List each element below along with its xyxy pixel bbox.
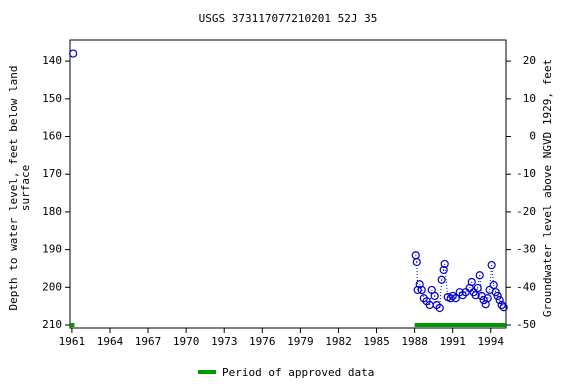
y-label: Depth to water level, feet below land su… — [7, 65, 32, 310]
y-tick-label: 180 — [42, 205, 62, 218]
connector — [487, 289, 491, 299]
y2-label: Groundwater level above NGVD 1929, feet — [541, 59, 554, 317]
connector — [477, 275, 481, 289]
y2-tick-label: -10 — [516, 167, 536, 180]
data-point — [412, 257, 421, 267]
data-point — [493, 291, 502, 301]
data-point — [473, 283, 482, 293]
data-point — [413, 285, 422, 295]
connector — [434, 295, 438, 306]
y-tick-label: 140 — [42, 54, 62, 67]
y2-tick-label: 10 — [523, 92, 536, 105]
legend-label: Period of approved data — [222, 366, 374, 379]
data-point — [435, 303, 444, 313]
data-point — [451, 294, 460, 303]
y2-tick-label: 20 — [523, 54, 536, 67]
data-point — [69, 49, 78, 58]
plot-frame — [69, 39, 507, 329]
x-tick-label: 1982 — [325, 335, 352, 348]
data-point — [475, 271, 484, 280]
y-tick-label: 150 — [42, 92, 62, 105]
x-tick-label: 1994 — [478, 335, 505, 348]
chart-title: USGS 373117077210201 52J 35 — [199, 12, 378, 25]
data-point — [439, 265, 448, 275]
y2-tick-label: -30 — [516, 243, 536, 256]
y2-tick-label: -50 — [516, 318, 536, 331]
data-point — [440, 259, 449, 269]
connector — [444, 263, 449, 298]
y2-tick-label: 0 — [529, 130, 536, 143]
data-point — [483, 294, 492, 303]
x-tick-label: 1985 — [363, 335, 390, 348]
data-point — [497, 300, 506, 310]
x-tick-label: 1967 — [135, 335, 162, 348]
approved-period — [70, 323, 75, 327]
data-point — [446, 294, 455, 303]
data-point — [471, 291, 480, 300]
connector — [465, 287, 471, 293]
data-point — [479, 296, 488, 305]
data-point — [467, 277, 476, 287]
x-tick-label: 1979 — [287, 335, 314, 348]
y2-tick-label: -20 — [516, 205, 536, 218]
data-point — [487, 260, 496, 270]
y-tick-label: 210 — [42, 318, 62, 331]
connector — [421, 289, 425, 299]
x-tick-label: 1991 — [439, 335, 466, 348]
x-tick-label: 1976 — [249, 335, 276, 348]
data-point — [495, 296, 504, 305]
data-point — [461, 288, 470, 297]
y-tick-label: 170 — [42, 167, 62, 180]
y-label-line: Depth to water level, feet below land — [7, 65, 20, 310]
y-tick-label: 200 — [42, 280, 62, 293]
data-point — [437, 275, 446, 284]
data-point — [430, 291, 439, 301]
data-point — [489, 280, 498, 290]
data-point — [417, 285, 426, 295]
connector — [429, 289, 433, 306]
y-label-line: surface — [19, 165, 32, 211]
data-point — [415, 280, 424, 289]
x-tick-label: 1961 — [59, 335, 86, 348]
connector — [447, 296, 451, 299]
connector — [489, 265, 493, 290]
x-tick-label: 1970 — [173, 335, 200, 348]
approved-period — [414, 323, 506, 327]
x-tick-label: 1964 — [97, 335, 124, 348]
y-tick-label: 160 — [42, 130, 62, 143]
connector — [501, 304, 505, 308]
data-point — [499, 303, 508, 312]
y-tick-label: 190 — [42, 243, 62, 256]
x-tick-label: 1973 — [211, 335, 238, 348]
y2-tick-label: -40 — [516, 280, 536, 293]
connector — [499, 299, 503, 306]
connector — [441, 269, 445, 280]
x-tick-label: 1988 — [401, 335, 428, 348]
